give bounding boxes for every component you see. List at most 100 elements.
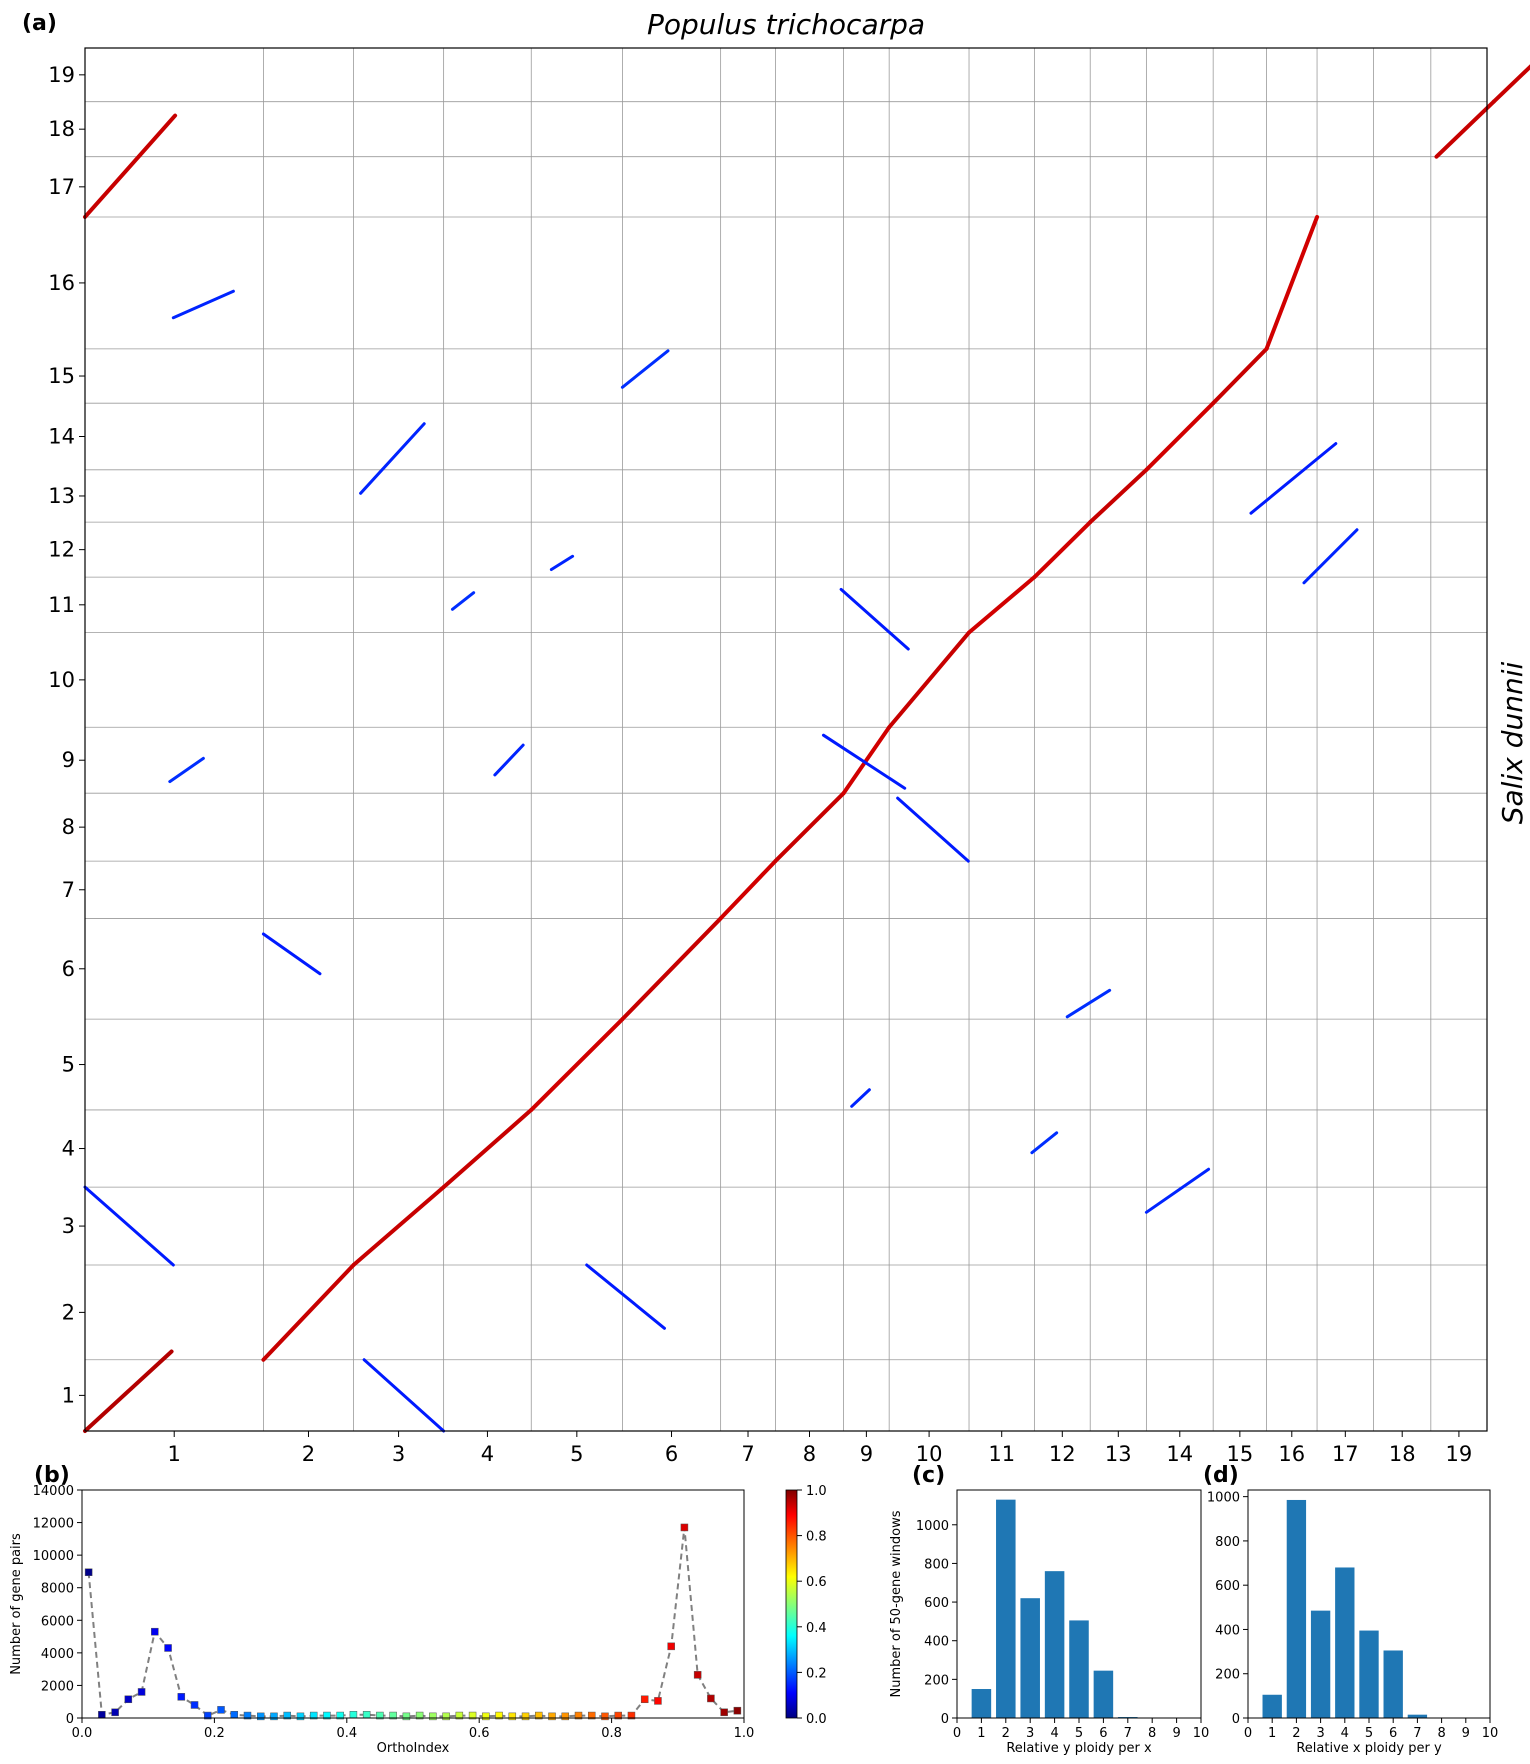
ploidy-y-tick-label: 200 xyxy=(1215,1668,1240,1683)
synteny-block xyxy=(261,1263,356,1362)
colorbar xyxy=(785,1489,798,1719)
orthoindex-point xyxy=(442,1712,450,1721)
orthoindex-point xyxy=(614,1711,622,1720)
dotplot-y-title: Salix dunnii xyxy=(1496,662,1529,825)
ploidy-bar xyxy=(1359,1630,1379,1718)
orthoindex-point xyxy=(376,1711,384,1720)
ploidy-x-tick-label: 8 xyxy=(1437,1726,1445,1741)
y-chromosome-label: 17 xyxy=(48,175,75,199)
orthoindex-point xyxy=(720,1708,728,1717)
ploidy-bar xyxy=(1044,1571,1065,1718)
orthoindex-point xyxy=(243,1711,252,1720)
y-chromosome-label: 10 xyxy=(48,668,75,692)
synteny-block xyxy=(549,554,575,572)
orthoindex-point xyxy=(323,1711,331,1720)
histogram-y-tick-label: 8000 xyxy=(41,1582,74,1597)
orthoindex-point xyxy=(601,1712,609,1721)
ploidy-bar xyxy=(1383,1650,1403,1718)
histogram-y-tick-label: 4000 xyxy=(41,1647,74,1662)
synteny-block xyxy=(585,1263,666,1330)
y-chromosome-label: 9 xyxy=(62,748,75,772)
histogram-y-ticks: 0 2000 4000 6000 8000 10000 12000 14000 xyxy=(33,1484,82,1727)
synteny-block xyxy=(967,575,1037,635)
ploidy-x-tick-label: 2 xyxy=(1002,1726,1010,1741)
ploidy-y-tick-label: 1000 xyxy=(916,1519,949,1534)
y-chromosome-label: 7 xyxy=(62,878,75,902)
ploidy-y-tick-label: 0 xyxy=(941,1712,949,1727)
ploidy-x-tick-label: 1 xyxy=(1268,1726,1276,1741)
synteny-block xyxy=(83,1185,175,1267)
synteny-block xyxy=(839,587,910,651)
histogram-y-tick-label: 14000 xyxy=(33,1484,74,1499)
dotplot-title: Populus trichocarpa xyxy=(647,8,925,41)
histogram-y-tick-label: 12000 xyxy=(33,1517,74,1532)
ploidy-y-panel: 0 1 2 3 4 5 6 7 8 9 10 0 200 400 600 800 1000 Relative … xyxy=(889,1489,1209,1756)
ploidy-y-tick-label: 800 xyxy=(1215,1535,1240,1550)
synteny-block xyxy=(83,1349,174,1433)
synteny-block xyxy=(1088,467,1149,525)
orthoindex-point xyxy=(521,1712,530,1721)
x-chromosome-label: 15 xyxy=(1226,1442,1253,1466)
ploidy-y-x-label: Relative y ploidy per x xyxy=(1006,1741,1152,1756)
ploidy-y-tick-label: 600 xyxy=(924,1596,949,1611)
ploidy-x-panel: 0 1 2 3 4 5 6 7 8 9 10 0 200 400 600 800 1000 Relative … xyxy=(1207,1489,1498,1756)
histogram-y-label: Number of gene pairs xyxy=(9,1533,24,1675)
orthoindex-point xyxy=(627,1711,636,1720)
orthoindex-point xyxy=(389,1711,397,1720)
x-chromosome-label: 3 xyxy=(392,1442,405,1466)
x-chromosome-label: 11 xyxy=(988,1442,1015,1466)
x-chromosome-label: 1 xyxy=(168,1442,181,1466)
x-chromosome-label: 17 xyxy=(1332,1442,1359,1466)
y-chromosome-label: 3 xyxy=(62,1214,75,1238)
y-chromosome-label: 11 xyxy=(48,593,75,617)
synteny-block xyxy=(359,422,426,495)
synteny-block xyxy=(850,1088,871,1108)
histogram-x-tick-label: 1.0 xyxy=(734,1726,755,1741)
synteny-block xyxy=(718,859,778,921)
ploidy-x-x-label: Relative x ploidy per y xyxy=(1296,1741,1442,1756)
orthoindex-point xyxy=(707,1694,715,1703)
orthoindex-point xyxy=(217,1706,225,1714)
orthoindex-point xyxy=(640,1695,649,1704)
y-chromosome-label: 4 xyxy=(62,1137,75,1161)
x-chromosome-label: 13 xyxy=(1105,1442,1132,1466)
histogram-x-tick-label: 0.0 xyxy=(72,1726,93,1741)
orthoindex-point xyxy=(84,1568,93,1576)
ploidy-x-tick-label: 4 xyxy=(1050,1726,1058,1741)
ploidy-y-tick-label: 800 xyxy=(924,1557,949,1572)
ploidy-bar xyxy=(1093,1670,1114,1718)
orthoindex-point xyxy=(733,1706,742,1715)
dotplot-x-ticks: 1 2 3 4 5 6 7 8 9 10 11 12 13 14 15 16 17 18 19 xyxy=(168,1431,1472,1466)
histogram-y-tick-label: 0 xyxy=(66,1712,74,1727)
orthoindex-point xyxy=(680,1523,689,1532)
colorbar-tick-label: 0.2 xyxy=(806,1666,827,1681)
histogram-y-tick-label: 2000 xyxy=(41,1679,74,1694)
ploidy-x-tick-label: 8 xyxy=(1148,1726,1156,1741)
histogram-y-tick-label: 10000 xyxy=(33,1549,74,1564)
orthoindex-point xyxy=(336,1711,344,1720)
ploidy-x-tick-label: 7 xyxy=(1124,1726,1132,1741)
synteny-block xyxy=(841,725,892,796)
orthoindex-point xyxy=(415,1711,424,1720)
ploidy-bar xyxy=(971,1689,992,1718)
synteny-block xyxy=(441,1107,534,1190)
ploidy-x-tick-label: 3 xyxy=(1316,1726,1324,1741)
ploidy-x-bars xyxy=(1262,1499,1428,1718)
synteny-block xyxy=(450,591,476,611)
x-chromosome-label: 2 xyxy=(302,1442,315,1466)
ploidy-y-tick-label: 400 xyxy=(924,1635,949,1650)
synteny-block xyxy=(1144,401,1216,472)
ploidy-y-tick-label: 1000 xyxy=(1207,1491,1240,1506)
orthoindex-point xyxy=(164,1644,172,1652)
orthoindex-point xyxy=(693,1671,702,1679)
orthoindex-point xyxy=(190,1701,199,1709)
synteny-block xyxy=(1434,99,1496,159)
y-chromosome-label: 16 xyxy=(48,271,75,295)
panel-label-b: (b) xyxy=(34,1463,70,1488)
x-chromosome-label: 9 xyxy=(860,1442,873,1466)
ploidy-bar xyxy=(996,1499,1016,1718)
histogram-x-label: OrthoIndex xyxy=(377,1741,450,1756)
orthoindex-point xyxy=(667,1642,675,1651)
x-chromosome-label: 12 xyxy=(1049,1442,1076,1466)
